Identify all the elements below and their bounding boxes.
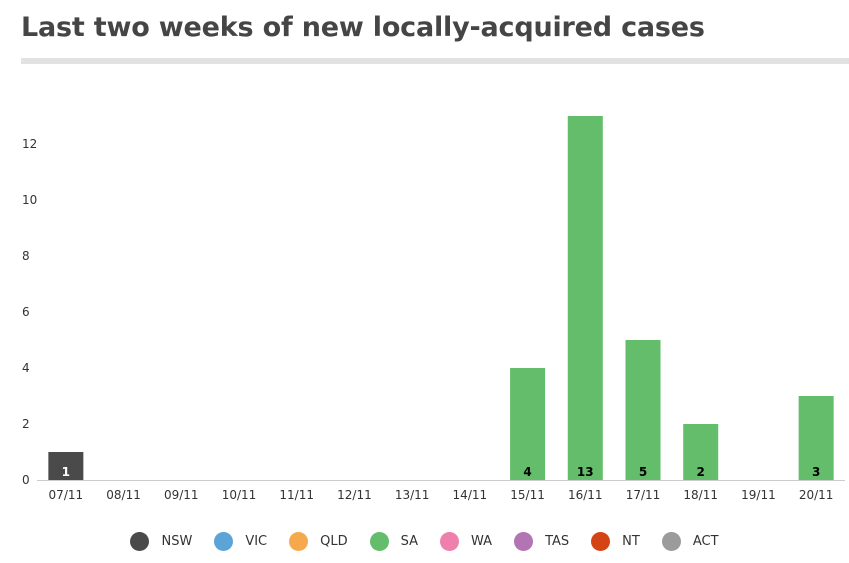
x-tick-label: 15/11	[510, 488, 545, 502]
y-axis-ticks: 0 2 4 6 8 10 12	[22, 137, 37, 487]
data-label: 5	[639, 465, 647, 479]
legend-swatch-icon	[440, 532, 460, 551]
legend-label: QLD	[320, 534, 348, 549]
x-tick-label: 17/11	[626, 488, 661, 502]
legend-item-qld[interactable]: QLD	[289, 532, 348, 551]
y-tick-label: 12	[22, 137, 37, 151]
legend-item-vic[interactable]: VIC	[214, 532, 267, 551]
x-tick-label: 10/11	[222, 488, 257, 502]
legend-item-nt[interactable]: NT	[591, 532, 640, 551]
y-tick-label: 0	[22, 473, 30, 487]
x-tick-label: 18/11	[683, 488, 718, 502]
legend-label: NSW	[161, 534, 193, 549]
legend-item-nsw[interactable]: NSW	[130, 532, 192, 551]
legend-label: ACT	[692, 534, 719, 549]
legend-label: NT	[622, 534, 640, 549]
bar-sa[interactable]	[510, 368, 546, 480]
x-tick-label: 13/11	[395, 488, 430, 502]
x-tick-label: 20/11	[799, 488, 834, 502]
legend-item-sa[interactable]: SA	[369, 532, 419, 551]
legend-swatch-icon	[130, 532, 150, 551]
chart-title: Last two weeks of new locally-acquired c…	[21, 12, 705, 43]
y-tick-label: 6	[22, 305, 30, 319]
x-tick-label: 14/11	[453, 488, 488, 502]
legend-label: WA	[471, 534, 493, 549]
bar-nsw[interactable]	[48, 452, 84, 480]
legend-swatch-icon	[661, 532, 681, 551]
data-label: 3	[812, 465, 820, 479]
x-tick-label: 08/11	[106, 488, 141, 502]
legend-item-wa[interactable]: WA	[440, 532, 492, 551]
bar-sa[interactable]	[567, 116, 603, 480]
legend-label: TAS	[545, 534, 570, 549]
bar-sa[interactable]	[625, 340, 661, 480]
bar-sa[interactable]	[798, 396, 834, 480]
y-tick-label: 4	[22, 361, 30, 375]
x-tick-label: 16/11	[568, 488, 603, 502]
data-label: 2	[697, 465, 705, 479]
x-tick-label: 07/11	[49, 488, 84, 502]
data-label: 13	[577, 465, 594, 479]
data-label: 1	[62, 465, 70, 479]
legend-swatch-icon	[214, 532, 234, 551]
y-tick-label: 8	[22, 249, 30, 263]
data-label: 4	[523, 465, 531, 479]
legend-label: SA	[400, 534, 419, 549]
y-tick-label: 2	[22, 417, 30, 431]
legend-item-act[interactable]: ACT	[661, 532, 719, 551]
x-tick-label: 11/11	[279, 488, 314, 502]
bars-group: 1 4 13 5 2 3	[48, 116, 834, 480]
y-tick-label: 10	[22, 193, 37, 207]
legend-swatch-icon	[514, 532, 534, 551]
legend-swatch-icon	[591, 532, 611, 551]
title-divider	[21, 58, 849, 64]
legend-label: VIC	[245, 534, 268, 549]
legend-swatch-icon	[289, 532, 309, 551]
x-tick-label: 19/11	[741, 488, 776, 502]
x-tick-label: 12/11	[337, 488, 372, 502]
legend-item-tas[interactable]: TAS	[514, 532, 569, 551]
x-axis-ticks: 07/11 08/11 09/11 10/11 11/11 12/11 13/11 14/11…	[49, 488, 834, 502]
legend: NSW VIC QLD SA WA TAS NT ACT	[0, 532, 849, 551]
legend-swatch-icon	[369, 532, 389, 551]
x-tick-label: 09/11	[164, 488, 199, 502]
bar-sa[interactable]	[683, 424, 719, 480]
